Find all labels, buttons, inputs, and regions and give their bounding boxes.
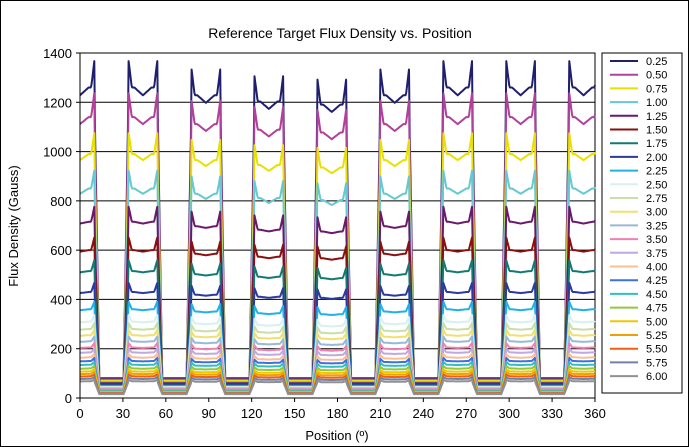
legend-label: 0.50 xyxy=(646,70,667,82)
y-tick-label: 800 xyxy=(50,194,72,209)
legend-label: 0.25 xyxy=(646,56,667,68)
legend-box xyxy=(601,52,683,394)
x-tick-label: 300 xyxy=(498,406,520,421)
x-tick-label: 150 xyxy=(284,406,306,421)
y-tick-label: 200 xyxy=(50,342,72,357)
legend-label: 2.75 xyxy=(646,193,667,205)
y-axis-label: Flux Density (Gauss) xyxy=(6,165,21,286)
y-tick-label: 400 xyxy=(50,292,72,307)
series-line-0-25 xyxy=(79,60,596,380)
series-line-6-00 xyxy=(79,378,596,396)
legend-label: 4.50 xyxy=(646,289,667,301)
legend-label: 0.75 xyxy=(646,83,667,95)
legend-label: 3.75 xyxy=(646,248,667,260)
y-tick-label: 1400 xyxy=(43,46,72,61)
legend-label: 4.00 xyxy=(646,262,667,274)
y-tick-label: 1000 xyxy=(43,145,72,160)
plot-area xyxy=(79,52,596,399)
x-tick-label: 180 xyxy=(327,406,349,421)
x-tick-label: 0 xyxy=(76,406,83,421)
x-tick-label: 30 xyxy=(116,406,130,421)
y-tick-label: 1200 xyxy=(43,95,72,110)
legend-label: 1.50 xyxy=(646,125,667,137)
series-line-0-50 xyxy=(79,92,596,381)
legend-label: 5.50 xyxy=(646,344,667,356)
series-lines xyxy=(79,60,596,396)
legend-label: 4.25 xyxy=(646,275,667,287)
x-tick-label: 210 xyxy=(370,406,392,421)
legend-label: 4.75 xyxy=(646,303,667,315)
legend-label: 3.25 xyxy=(646,220,667,232)
x-tick-label: 360 xyxy=(584,406,606,421)
y-tick-label: 0 xyxy=(65,391,72,406)
x-tick-label: 120 xyxy=(241,406,263,421)
legend: 0.25 0.500.75 1.00 1.25 1.501.75 2.00 2.252.50… xyxy=(601,52,683,394)
x-tick-label: 270 xyxy=(455,406,477,421)
y-axis-ticks: 0 200 400 600 800 1000 1200 1400 xyxy=(43,46,80,406)
legend-label: 1.25 xyxy=(646,111,667,123)
legend-label: 1.00 xyxy=(646,97,667,109)
y-tick-label: 600 xyxy=(50,243,72,258)
legend-label: 6.00 xyxy=(646,371,667,383)
legend-label: 5.75 xyxy=(646,357,667,369)
legend-label: 2.25 xyxy=(646,166,667,178)
legend-label: 2.50 xyxy=(646,179,667,191)
legend-label: 5.00 xyxy=(646,316,667,328)
legend-label: 1.75 xyxy=(646,138,667,150)
chart-title: Reference Target Flux Density vs. Positi… xyxy=(208,25,472,41)
x-tick-label: 240 xyxy=(412,406,434,421)
x-tick-label: 330 xyxy=(541,406,563,421)
series-line-1-00 xyxy=(79,169,596,383)
x-tick-label: 90 xyxy=(202,406,216,421)
x-axis-ticks: 0 30 60 90 120 150 180 210 240 270 300 330 360 xyxy=(76,398,606,421)
x-axis-label: Position (º) xyxy=(305,428,368,443)
legend-label: 5.25 xyxy=(646,330,667,342)
series-line-0-75 xyxy=(79,132,596,382)
legend-label: 3.00 xyxy=(646,207,667,219)
x-tick-label: 60 xyxy=(159,406,173,421)
legend-label: 2.00 xyxy=(646,152,667,164)
legend-label: 3.50 xyxy=(646,234,667,246)
